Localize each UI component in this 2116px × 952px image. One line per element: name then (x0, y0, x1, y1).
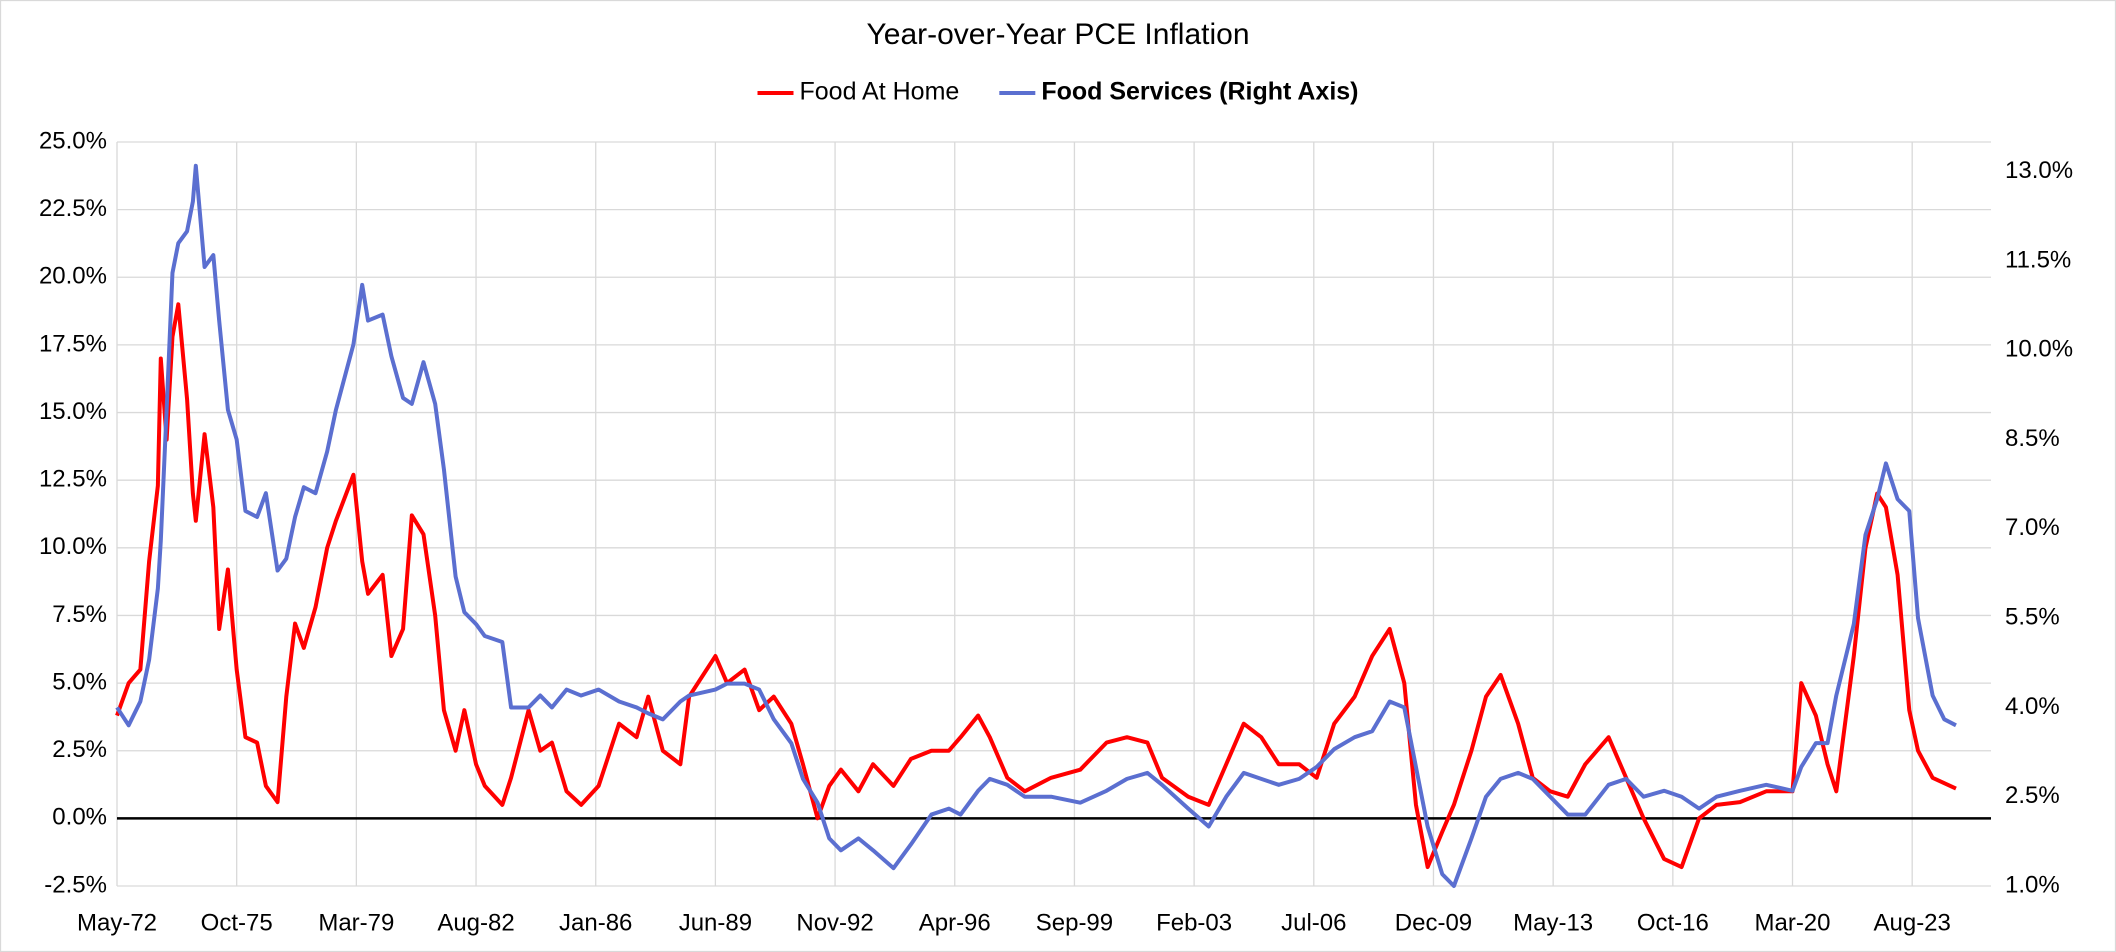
x-tick-label: Feb-03 (1156, 909, 1232, 936)
y-tick-label: 15.0% (39, 398, 107, 425)
y2-tick-label: 4.0% (2005, 693, 2060, 720)
x-tick-label: Nov-92 (796, 909, 873, 936)
y-tick-label: 17.5% (39, 330, 107, 357)
x-tick-label: Mar-79 (318, 909, 394, 936)
legend-item: Food Services (Right Axis) (999, 78, 1359, 106)
x-tick-label: May-13 (1513, 909, 1593, 936)
legend-label: Food Services (Right Axis) (1041, 78, 1358, 106)
x-tick-label: Jun-89 (679, 909, 752, 936)
y-tick-label: 12.5% (39, 466, 107, 493)
x-tick-label: Dec-09 (1395, 909, 1472, 936)
x-tick-label: Apr-96 (919, 909, 991, 936)
y2-tick-label: 13.0% (2005, 157, 2073, 184)
y2-tick-label: 11.5% (2005, 246, 2071, 273)
chart-title: Year-over-Year PCE Inflation (867, 18, 1250, 51)
x-tick-label: Oct-16 (1637, 909, 1709, 936)
y2-tick-label: 10.0% (2005, 336, 2073, 363)
x-tick-label: Aug-82 (437, 909, 514, 936)
y-tick-label: 22.5% (39, 195, 107, 222)
legend-label: Food At Home (800, 78, 960, 106)
x-tick-label: May-72 (77, 909, 157, 936)
y-tick-label: 0.0% (52, 804, 107, 831)
y-tick-label: 10.0% (39, 533, 107, 560)
grid (116, 141, 1991, 887)
legend-item: Food At Home (757, 78, 960, 106)
y-tick-label: -2.5% (44, 871, 107, 898)
series-line (115, 302, 1957, 870)
y2-tick-label: 1.0% (2005, 871, 2060, 898)
y-tick-label: 25.0% (39, 127, 107, 154)
y-tick-label: 20.0% (39, 263, 107, 290)
y-tick-label: 7.5% (52, 601, 107, 628)
y-tick-label: 5.0% (52, 668, 107, 695)
y2-tick-label: 2.5% (2005, 782, 2060, 809)
x-tick-label: Aug-23 (1873, 909, 1950, 936)
x-tick-label: Jan-86 (559, 909, 632, 936)
x-tick-label: Mar-20 (1754, 909, 1830, 936)
legend: Food At Home Food Services (Right Axis) (757, 78, 1359, 106)
y2-tick-label: 7.0% (2005, 514, 2060, 541)
y2-tick-label: 5.5% (2005, 604, 2060, 631)
x-tick-label: Jul-06 (1281, 909, 1346, 936)
y-tick-label: 2.5% (52, 736, 107, 763)
x-tick-label: Oct-75 (201, 909, 273, 936)
x-tick-label: Sep-99 (1036, 909, 1113, 936)
y2-tick-label: 8.5% (2005, 425, 2060, 452)
series-line (115, 163, 1957, 888)
